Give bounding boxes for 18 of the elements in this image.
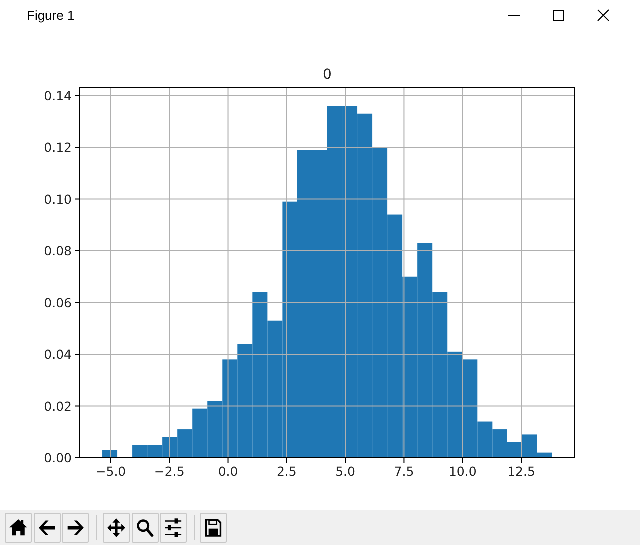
- y-tick-label: 0.14: [44, 88, 72, 104]
- x-tick-label: −2.5: [154, 464, 185, 479]
- caption: Figure 1: [27, 8, 75, 23]
- y-tick-label: 0.02: [44, 398, 72, 414]
- x-tick-label: 5.0: [336, 464, 356, 479]
- chart-title: 0: [323, 67, 332, 83]
- y-tick-label: 0.00: [44, 450, 72, 466]
- y-tick-label: 0.06: [44, 295, 72, 310]
- x-tick-label: 2.5: [276, 464, 297, 479]
- x-tick-label: 7.5: [394, 464, 414, 479]
- y-tick-label: 0.12: [44, 140, 72, 156]
- y-tick-label: 0.04: [44, 347, 72, 362]
- y-tick-label: 0.08: [44, 244, 72, 259]
- x-tick-label: 0.0: [218, 464, 238, 479]
- x-tick-label: 12.5: [508, 464, 536, 479]
- x-tick-label: −5.0: [96, 464, 126, 479]
- y-tick-label: 0.10: [44, 192, 72, 207]
- x-tick-label: 10.0: [448, 464, 477, 479]
